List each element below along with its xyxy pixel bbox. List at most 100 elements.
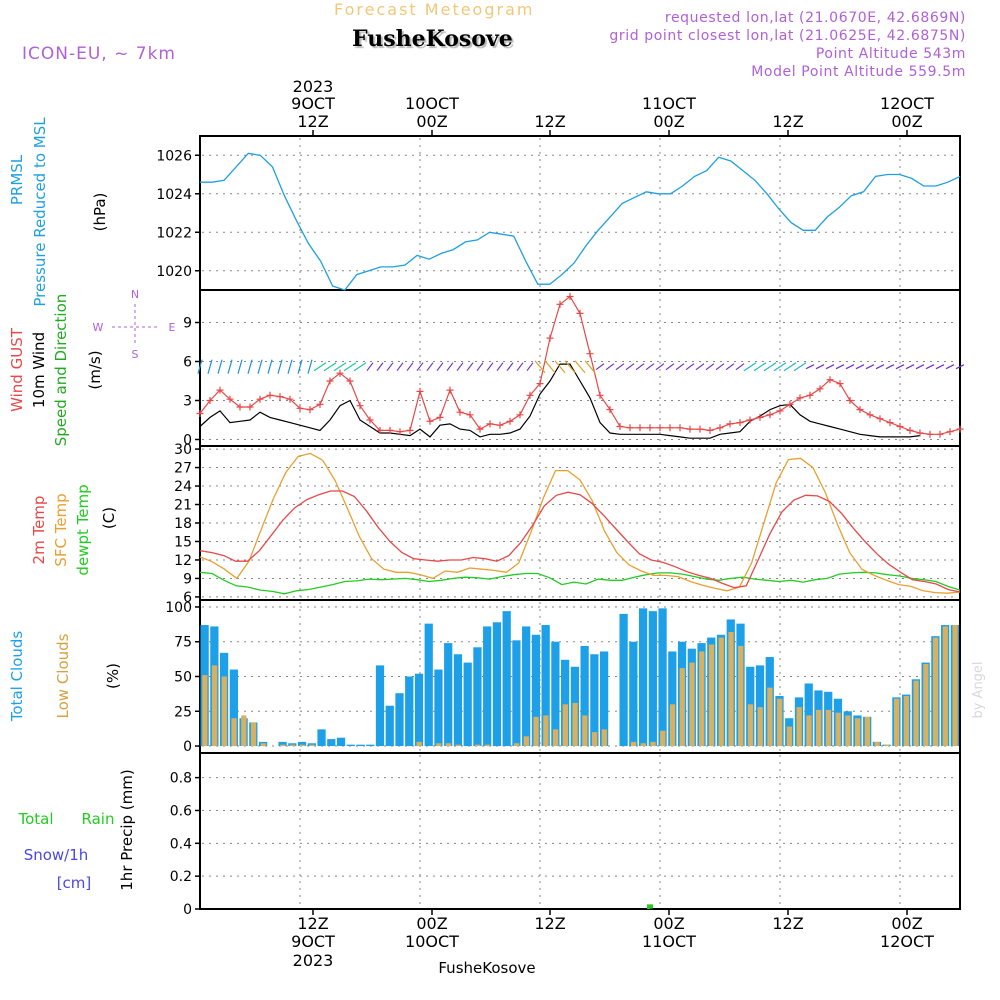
low-cloud-bar	[855, 718, 861, 747]
wind-direction-arrow	[496, 362, 504, 372]
wind-gust-marker	[436, 413, 444, 421]
low-cloud-bar	[484, 744, 491, 747]
wind-direction-arrow	[277, 359, 283, 374]
wind-direction-arrow	[217, 359, 223, 374]
wind-gust-marker	[916, 429, 924, 437]
wind-direction-arrow	[635, 363, 645, 371]
top-year-label: 2023	[293, 77, 334, 96]
total-cloud-bar	[297, 741, 307, 747]
low-cloud-bar	[845, 715, 851, 747]
wind-direction-arrow	[574, 360, 586, 374]
low-cloud-bar	[893, 698, 900, 747]
requested-point: requested lon,lat (21.0670E, 42.6869N)	[664, 10, 966, 26]
low-cloud-bar	[816, 709, 822, 747]
wind-direction-arrow	[743, 362, 757, 372]
wind-gust-marker	[446, 386, 454, 394]
total-cloud-bar	[434, 669, 443, 747]
wind-direction-arrow	[915, 364, 925, 370]
model-label: ICON-EU, ~ 7km	[22, 44, 176, 64]
wind-gust-marker	[776, 407, 784, 415]
low-cloud-bar	[436, 743, 442, 747]
wind-direction-arrow	[197, 359, 203, 374]
temp-tick-label: 30	[174, 442, 192, 458]
bottom-hour-label: 00Z	[416, 914, 447, 933]
wind-gust-marker	[356, 402, 364, 410]
wind-direction-arrow	[695, 363, 705, 371]
pressure-line	[200, 152, 961, 291]
pressure-label: PRMSL	[8, 154, 26, 205]
wind-gust-marker	[946, 428, 954, 436]
low-cloud-bar	[669, 704, 676, 747]
precip-tick-label: 0.2	[170, 869, 192, 885]
low-cloud-bar	[289, 744, 296, 747]
wind-gust-marker	[536, 380, 544, 388]
pressure-sublabel: Pressure Reduced to MSL	[31, 117, 49, 307]
wind-gust-marker	[816, 385, 824, 393]
wind-direction-arrow	[825, 364, 835, 370]
wind-gust-marker	[696, 425, 704, 433]
low-cloud-bar	[932, 637, 939, 747]
wind-tick-label: 3	[183, 394, 192, 410]
compass-w: W	[93, 321, 104, 334]
wind-gust-marker	[576, 309, 584, 317]
low-cloud-bar	[864, 716, 871, 747]
pressure-unit: (hPa)	[91, 193, 109, 232]
wind-direction-arrow	[564, 360, 576, 374]
wind-gust-marker	[386, 426, 394, 434]
wind-gust-marker	[886, 419, 894, 427]
credit-watermark: by Angel	[971, 661, 986, 718]
low-cloud-bar	[241, 715, 247, 747]
compass-s: S	[132, 348, 139, 361]
wind-gust-marker	[646, 424, 654, 432]
low-cloud-bar	[562, 704, 568, 747]
precip-panel-frame	[199, 752, 961, 910]
low-cloud-bar	[309, 744, 315, 747]
wind-direction-arrow	[456, 362, 464, 372]
wind-direction-arrow	[815, 364, 825, 370]
clouds-unit: (%)	[104, 663, 122, 689]
total-cloud-bar	[668, 651, 677, 747]
total-cloud-bar	[414, 673, 424, 747]
wind-gust-marker	[906, 426, 914, 434]
wind-gust-marker	[806, 391, 814, 399]
bottom-hour-label: 12Z	[772, 914, 803, 933]
wind-direction-arrow	[895, 364, 905, 370]
temp-tick-label: 18	[174, 516, 192, 532]
total-cloud-bar	[385, 705, 394, 747]
wind-gust-marker	[336, 369, 344, 377]
location-title: FusheKosove	[352, 26, 513, 52]
total-cloud-bar	[561, 659, 570, 747]
low-cloud-bar	[903, 695, 909, 747]
wind-direction-arrow	[584, 360, 596, 374]
wind-gust-marker	[756, 413, 764, 421]
wind-gust-marker	[596, 391, 604, 399]
wind-gust-marker	[276, 393, 284, 401]
bottom-hour-label: 00Z	[653, 914, 684, 933]
dewpoint-line	[199, 571, 961, 595]
wind-gust-marker	[416, 387, 424, 395]
low-cloud-bar	[786, 726, 793, 747]
wind-direction-arrow	[446, 362, 454, 372]
wind-gust-marker	[426, 417, 434, 425]
low-cloud-bar	[416, 741, 422, 747]
wind-gust-marker	[626, 424, 634, 432]
low-cloud-bar	[708, 644, 715, 747]
low-cloud-bar	[747, 704, 754, 747]
wind-gust-marker	[836, 380, 844, 388]
top-day-label: 12OCT	[880, 94, 934, 113]
wind-gust-marker	[246, 403, 254, 411]
low-cloud-bar	[825, 709, 832, 747]
clouds-tick-label: 100	[165, 600, 192, 616]
low-cloud-bar	[231, 718, 237, 747]
clouds-tick-label: 25	[174, 704, 192, 720]
wind-direction-arrow	[227, 359, 233, 374]
wind-direction-arrow	[645, 363, 655, 371]
wind-unit: (m/s)	[86, 350, 104, 389]
wind-gust-marker	[486, 420, 494, 428]
wind-gust-marker	[616, 423, 624, 430]
top-day-label: 11OCT	[642, 94, 696, 113]
low-cloud-bar	[533, 716, 539, 747]
precip-tick-label: 0.8	[170, 771, 192, 787]
temp-tick-label: 6	[183, 590, 192, 606]
wind-direction-arrow	[396, 362, 404, 372]
